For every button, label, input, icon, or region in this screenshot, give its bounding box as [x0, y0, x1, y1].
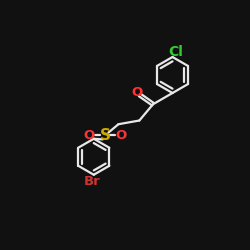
Text: O: O [132, 86, 143, 100]
Text: S: S [100, 128, 110, 143]
Text: O: O [84, 129, 95, 142]
Text: Cl: Cl [168, 44, 183, 59]
Text: O: O [116, 129, 127, 142]
Text: Br: Br [84, 175, 101, 188]
